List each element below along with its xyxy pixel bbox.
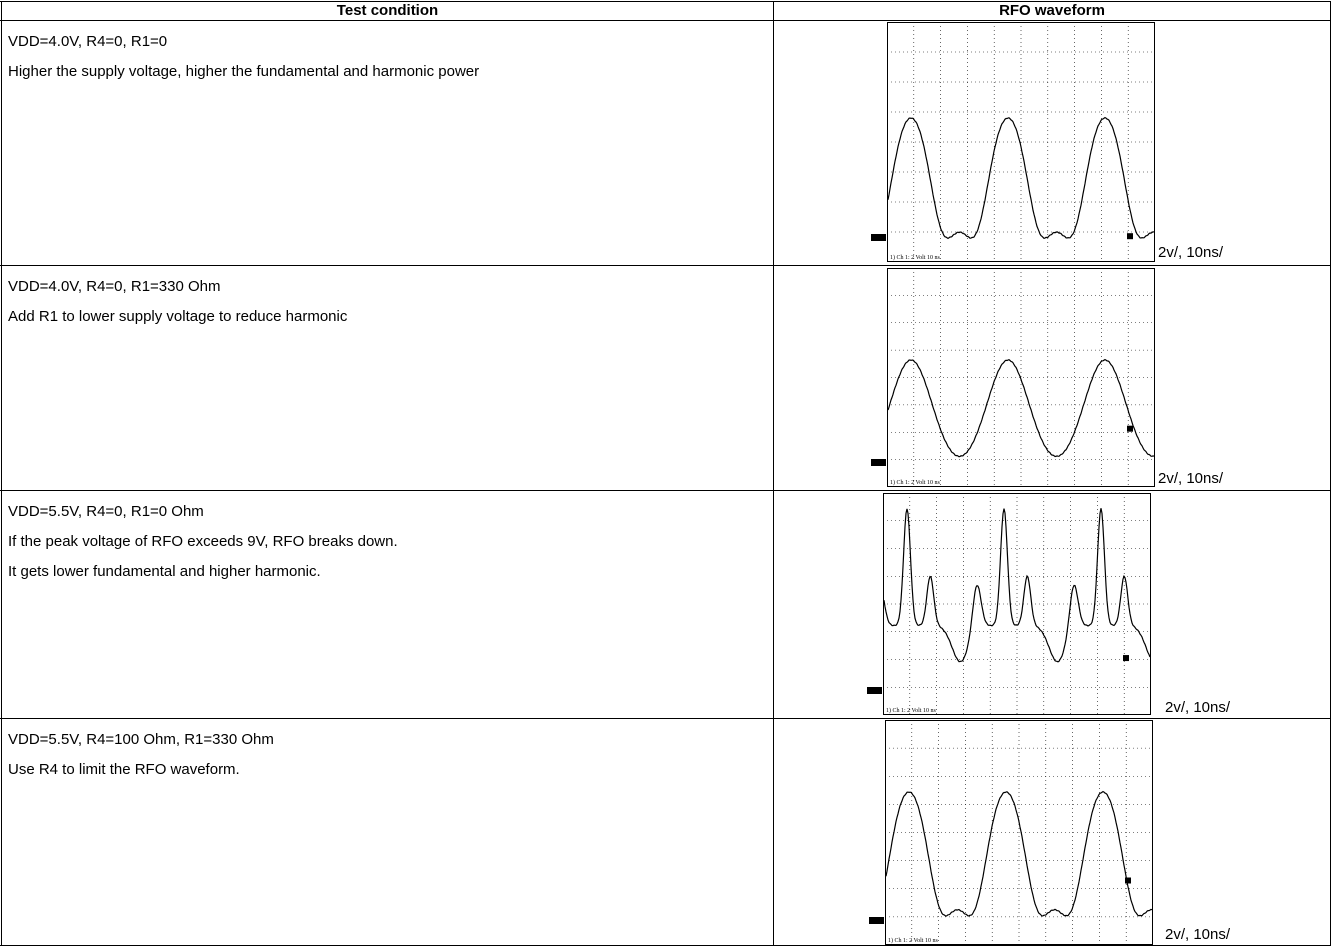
- cursor-marker: [1125, 878, 1131, 884]
- scope-label: 1) Ch 1: 2 Volt 10 ns: [886, 707, 936, 714]
- condition-text: VDD=5.5V, R4=100 Ohm, R1=330 Ohm: [8, 731, 274, 748]
- rule: [0, 265, 1331, 266]
- column-header: RFO waveform: [774, 2, 1330, 20]
- scope-waveform: 1) Ch 1: 2 Volt 10 ns: [885, 720, 1153, 945]
- cursor-marker: [1127, 426, 1133, 432]
- rule: [773, 1, 774, 946]
- cursor-marker: [1127, 233, 1133, 239]
- trigger-marker: [869, 917, 884, 924]
- scale-label: 2v/, 10ns/: [1158, 470, 1223, 487]
- rule: [0, 490, 1331, 491]
- scope-waveform: 1) Ch 1: 2 Volt 10 ns: [883, 493, 1151, 715]
- trigger-marker: [871, 234, 886, 241]
- rule: [0, 945, 1331, 946]
- page: Test condition RFO waveform VDD=4.0V, R4…: [0, 0, 1332, 947]
- condition-text: Use R4 to limit the RFO waveform.: [8, 761, 240, 778]
- scope-waveform: 1) Ch 1: 2 Volt 10 ns: [887, 22, 1155, 262]
- condition-text: If the peak voltage of RFO exceeds 9V, R…: [8, 533, 398, 550]
- rule: [1, 1, 2, 946]
- rule: [0, 20, 1331, 21]
- rule: [1330, 1, 1331, 946]
- condition-text: Higher the supply voltage, higher the fu…: [8, 63, 479, 80]
- trigger-marker: [871, 459, 886, 466]
- scope-label: 1) Ch 1: 2 Volt 10 ns: [890, 254, 940, 261]
- scope-label: 1) Ch 1: 2 Volt 10 ns: [888, 937, 938, 944]
- condition-text: It gets lower fundamental and higher har…: [8, 563, 321, 580]
- trigger-marker: [867, 687, 882, 694]
- cursor-marker: [1123, 655, 1129, 661]
- scope-waveform: 1) Ch 1: 2 Volt 10 ns: [887, 268, 1155, 487]
- column-header: Test condition: [2, 2, 773, 20]
- condition-text: VDD=4.0V, R4=0, R1=0: [8, 33, 167, 50]
- scale-label: 2v/, 10ns/: [1165, 699, 1230, 716]
- condition-text: VDD=4.0V, R4=0, R1=330 Ohm: [8, 278, 221, 295]
- scope-label: 1) Ch 1: 2 Volt 10 ns: [890, 479, 940, 486]
- rule: [0, 718, 1331, 719]
- scale-label: 2v/, 10ns/: [1165, 926, 1230, 943]
- condition-text: Add R1 to lower supply voltage to reduce…: [8, 308, 347, 325]
- condition-text: VDD=5.5V, R4=0, R1=0 Ohm: [8, 503, 204, 520]
- scale-label: 2v/, 10ns/: [1158, 244, 1223, 261]
